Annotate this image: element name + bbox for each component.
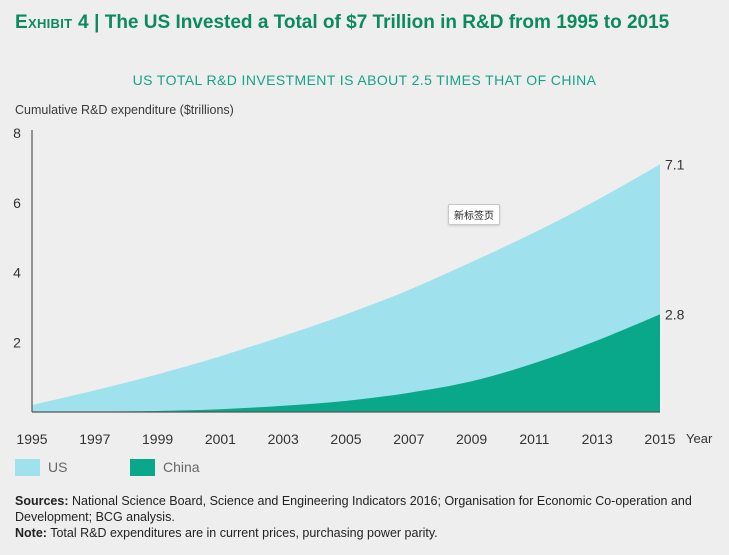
x-tick-label-2011: 2011	[519, 431, 549, 447]
x-tick-label-2013: 2013	[582, 431, 613, 447]
exhibit-label: Exhibit 4	[15, 12, 89, 33]
note: Note: Total R&D expenditures are in curr…	[15, 525, 715, 541]
end-label-us: 7.1	[665, 156, 685, 172]
y-tick-label-4: 4	[13, 265, 21, 281]
sources-text: National Science Board, Science and Engi…	[15, 494, 692, 524]
x-tick-label-2001: 2001	[205, 431, 236, 447]
x-tick-label-1995: 1995	[16, 431, 47, 447]
y-tick-label-6: 6	[13, 195, 21, 211]
sources-note: Sources: National Science Board, Science…	[15, 493, 715, 525]
legend-swatch-us	[15, 459, 40, 476]
y-axis-label: Cumulative R&D expenditure ($trillions)	[15, 103, 234, 117]
y-tick-label-2: 2	[13, 334, 21, 350]
end-label-china: 2.8	[665, 306, 685, 322]
x-tick-label-2015: 2015	[644, 431, 675, 447]
area-china	[32, 314, 660, 412]
x-axis-label: Year	[686, 431, 713, 446]
legend-swatch-china	[130, 459, 155, 476]
legend-label-us: US	[48, 459, 68, 475]
x-tick-label-1997: 1997	[79, 431, 110, 447]
area-us	[32, 164, 660, 412]
x-tick-label-2007: 2007	[393, 431, 424, 447]
sources-label: Sources:	[15, 494, 69, 508]
x-tick-label-2003: 2003	[268, 431, 299, 447]
x-tick-label-1999: 1999	[142, 431, 173, 447]
legend-label-china: China	[163, 459, 200, 475]
footnotes: Sources: National Science Board, Science…	[15, 493, 715, 541]
x-tick-label-2005: 2005	[330, 431, 361, 447]
page-title: The US Invested a Total of $7 Trillion i…	[104, 12, 670, 33]
x-tick-label-2009: 2009	[456, 431, 487, 447]
title-separator: |	[88, 12, 105, 33]
tooltip-new-tab: 新标签页	[448, 204, 500, 225]
note-text: Total R&D expenditures are in current pr…	[50, 526, 438, 540]
chart-subtitle: US TOTAL R&D INVESTMENT IS ABOUT 2.5 TIM…	[132, 72, 597, 88]
note-label: Note:	[15, 526, 47, 540]
y-tick-label-8: 8	[13, 125, 21, 141]
exhibit-title: Exhibit 4 | The US Invested a Total of $…	[15, 10, 715, 35]
